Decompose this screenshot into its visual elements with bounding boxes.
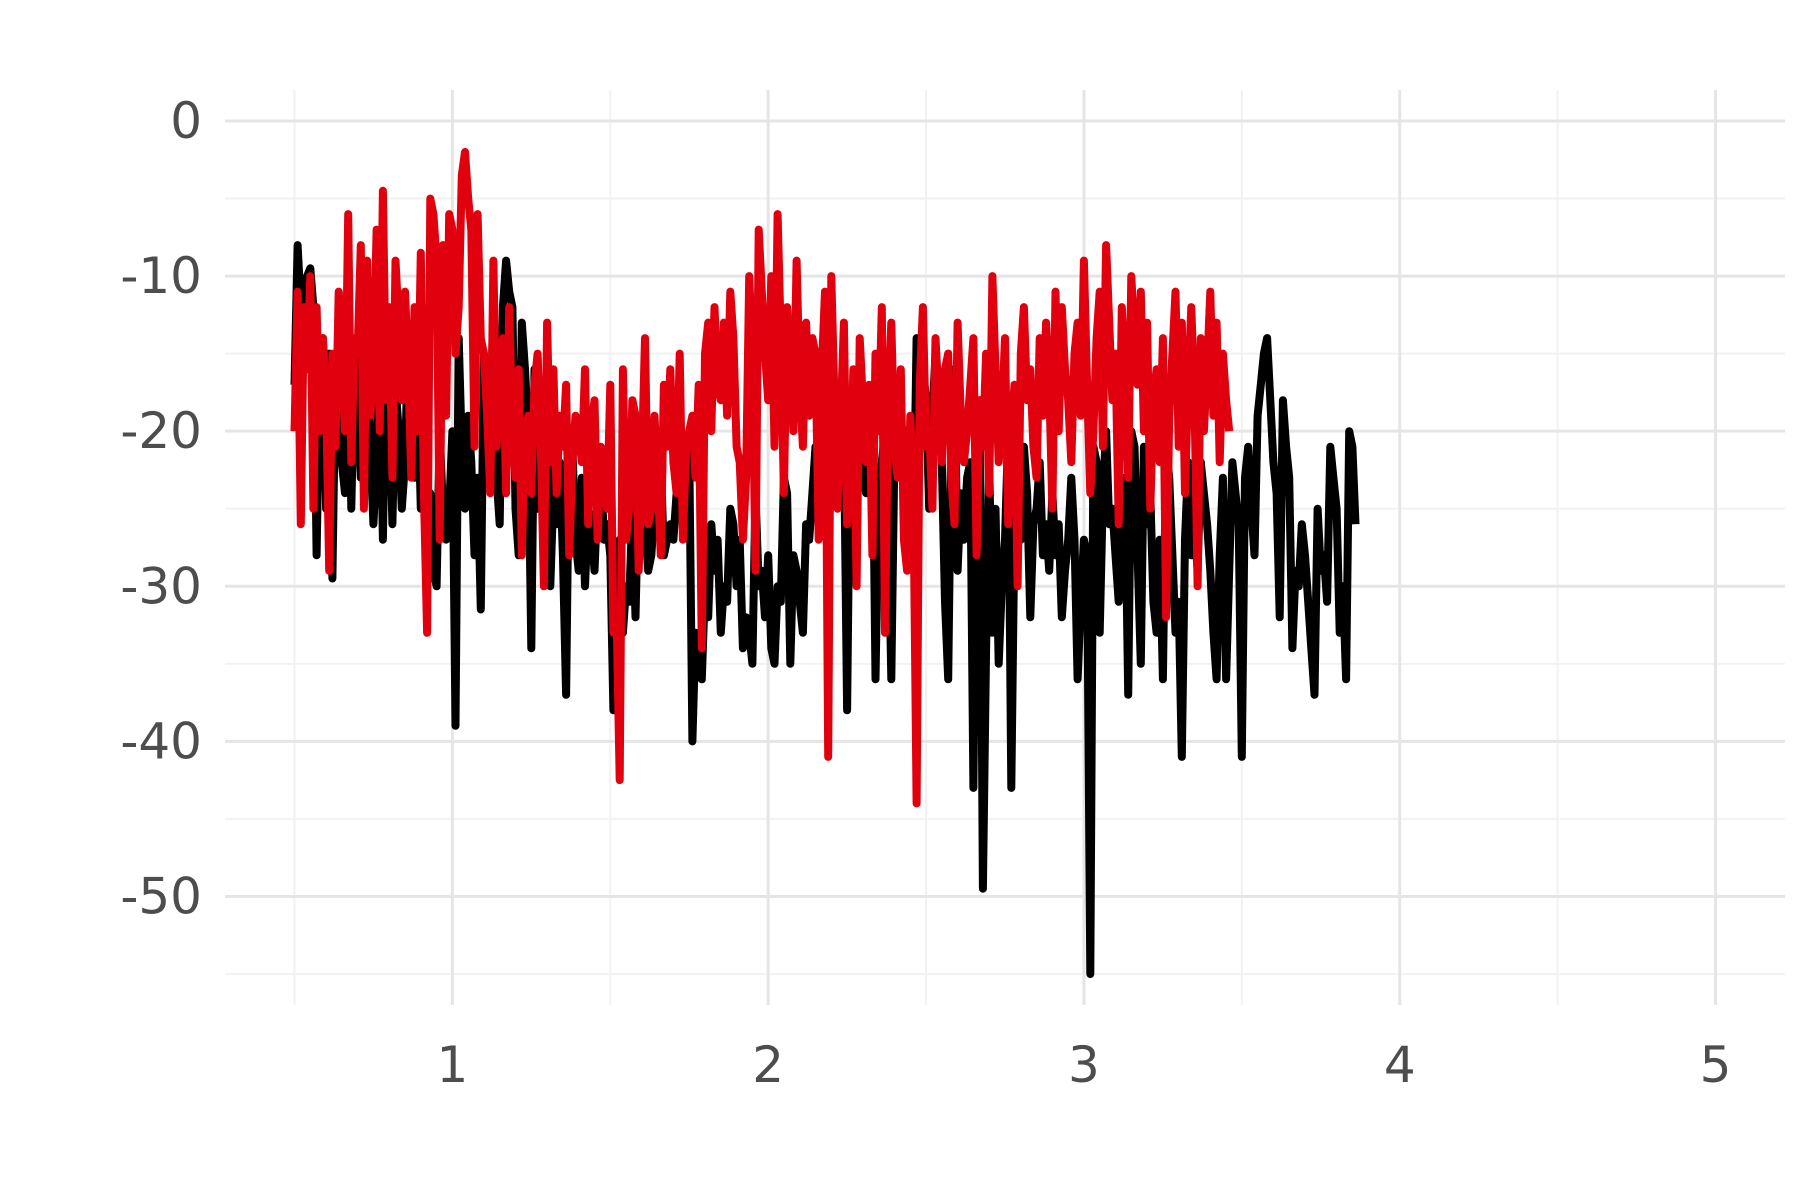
y-tick-label: -40 [120, 712, 202, 770]
x-axis-tick-labels: 1 2 3 4 5 [436, 1036, 1731, 1094]
series-lines [290, 148, 1360, 978]
x-tick-label: 2 [752, 1036, 784, 1094]
y-tick-label: -20 [120, 402, 202, 460]
y-tick-label: -10 [120, 247, 202, 305]
y-axis-tick-labels: 0 -10 -20 -30 -40 -50 [120, 92, 202, 925]
y-tick-label: -30 [120, 557, 202, 615]
y-tick-label: -50 [120, 867, 202, 925]
x-tick-label: 5 [1700, 1036, 1732, 1094]
red-series-line [290, 148, 1234, 808]
x-tick-label: 1 [436, 1036, 468, 1094]
y-tick-label: 0 [170, 92, 202, 150]
x-tick-label: 4 [1384, 1036, 1416, 1094]
x-tick-label: 3 [1068, 1036, 1100, 1094]
